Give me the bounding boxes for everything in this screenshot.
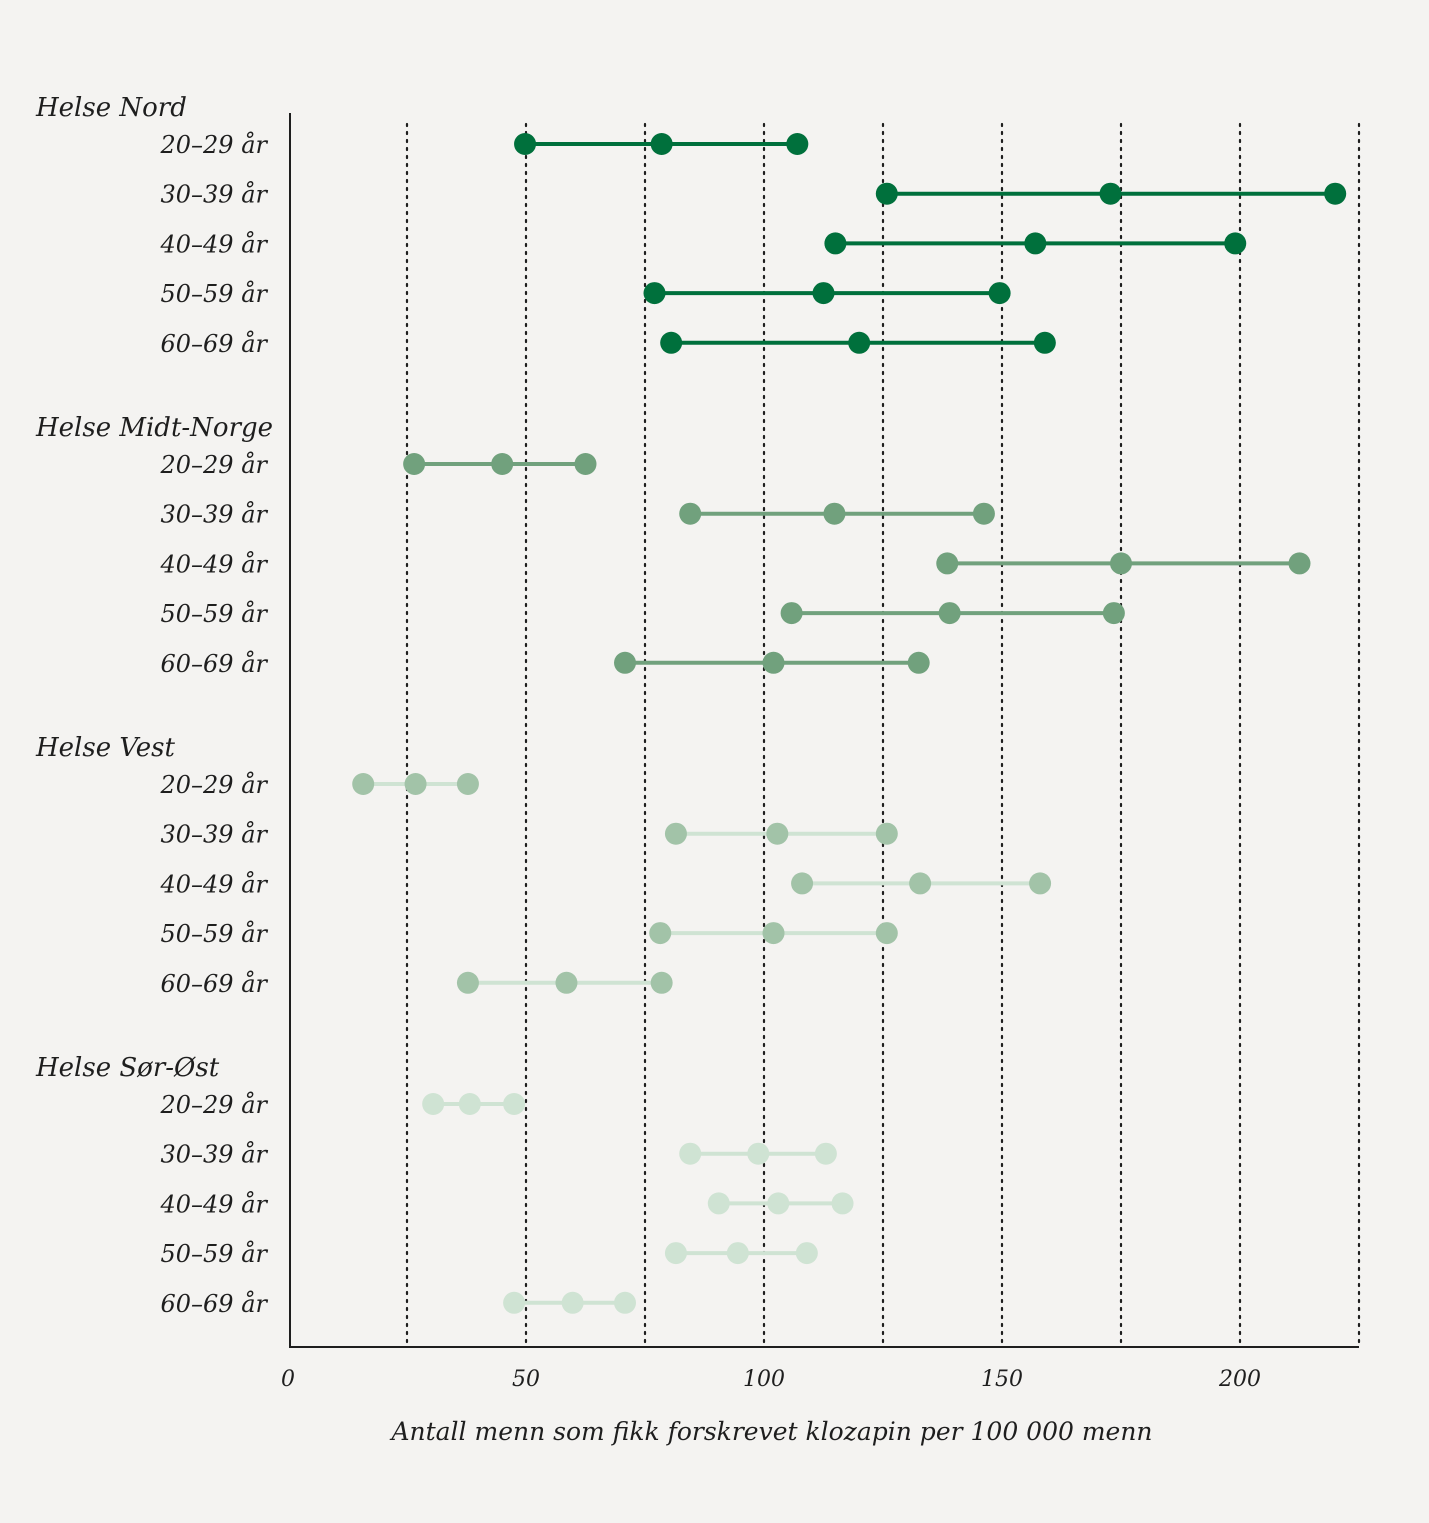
row-label: 50–59 år [161,1239,269,1268]
data-point [679,502,702,525]
data-point [762,651,785,674]
data-point [791,872,814,895]
x-tick-label: 100 [743,1367,785,1392]
data-point [795,1242,818,1265]
row-label: 20–29 år [160,450,269,479]
data-point [936,552,959,575]
data-point [503,1093,526,1115]
axes [289,113,1359,1348]
data-point [786,133,809,155]
data-point [831,1192,854,1215]
row-label: 60–69 år [161,649,269,678]
labels: 0 50 100 150 200 Helse Nord 20–29 år 30–39 år 40… [35,93,1261,1392]
data-point [1102,602,1125,625]
row-label: 30–39 år [161,1140,269,1169]
data-point [726,1242,749,1265]
row-label: 40–49 år [160,229,269,258]
row-label: 40–49 år [160,1189,269,1218]
data-point [614,1291,637,1314]
data-point [848,331,871,354]
data-point [1324,182,1347,205]
data-point [614,651,637,674]
data-point [767,1192,790,1215]
data-point [1099,182,1122,205]
row-label: 50–59 år [161,279,269,308]
row-label: 40–49 år [160,869,269,898]
data-point [780,602,803,625]
data-point [1029,872,1052,895]
x-axis-title: Antall menn som fikk forskrevet klozapin… [389,1417,1152,1446]
data-point [514,133,537,155]
data-point [650,133,673,155]
data-point [458,1093,481,1115]
x-tick-label: 150 [981,1367,1023,1392]
group-label: Helse Vest [35,733,175,763]
row-label: 30–39 år [161,500,269,529]
data-point [660,331,683,354]
data-point [747,1142,770,1165]
data-point [643,282,666,305]
data-point [1288,552,1311,575]
data-point [403,453,426,475]
data-point [988,282,1011,305]
row-label: 60–69 år [161,329,269,358]
group-label: Helse Midt-Norge [35,413,273,443]
data-point [664,822,687,845]
x-tick-label: 50 [512,1367,540,1392]
group-label: Helse Sør-Øst [35,1053,220,1083]
data-point [491,453,514,475]
data-point [503,1291,526,1314]
data-point [972,502,995,525]
data-point [812,282,835,305]
data-point [824,232,847,255]
data-point [1024,232,1047,255]
data-point [422,1093,445,1115]
data-marks [352,133,1347,1314]
data-point [456,971,479,994]
row-label: 30–39 år [161,180,269,209]
group-label: Helse Nord [35,93,187,123]
data-point [823,502,846,525]
row-label: 20–29 år [160,130,269,159]
data-point [909,872,932,895]
data-point [555,971,578,994]
data-point [574,453,597,475]
data-point [814,1142,837,1165]
x-tick-label: 0 [281,1367,295,1392]
row-label: 50–59 år [161,919,269,948]
data-point [679,1142,702,1165]
data-point [875,822,898,845]
row-label: 50–59 år [161,599,269,628]
data-point [404,773,427,795]
data-point [907,651,930,674]
data-point [938,602,961,625]
data-point [650,971,673,994]
row-label: 60–69 år [161,969,269,998]
data-point [875,182,898,205]
row-label: 40–49 år [160,549,269,578]
data-point [762,922,785,945]
data-point [649,922,672,945]
row-label: 20–29 år [160,770,269,799]
data-point [1033,331,1056,354]
data-point [766,822,789,845]
data-point [664,1242,687,1265]
data-point [1224,232,1247,255]
data-point [352,773,375,795]
data-point [707,1192,730,1215]
gridlines [405,122,1361,1348]
row-label: 30–39 år [161,820,269,849]
x-tick-label: 200 [1218,1367,1261,1392]
data-point [1110,552,1132,575]
data-point [875,922,898,945]
data-point [561,1291,584,1314]
row-label: 60–69 år [161,1289,269,1318]
row-label: 20–29 år [160,1090,269,1119]
data-point [456,773,479,795]
